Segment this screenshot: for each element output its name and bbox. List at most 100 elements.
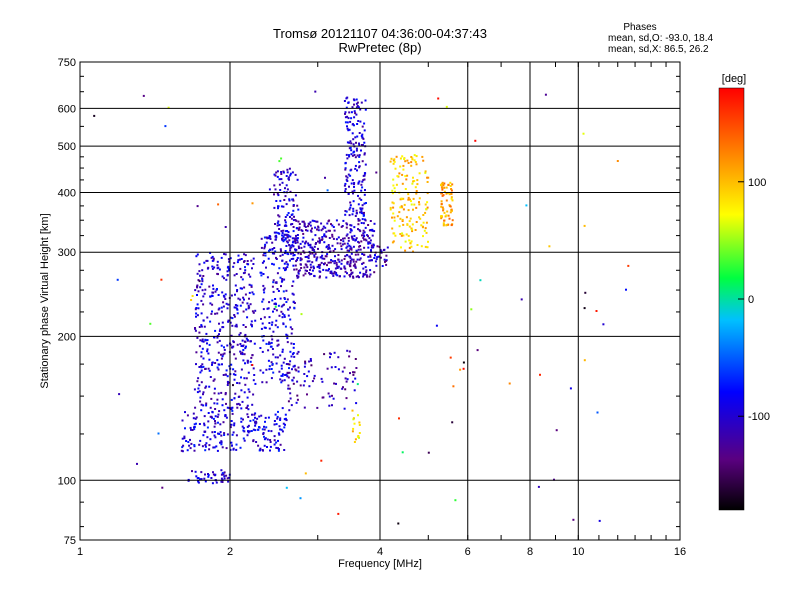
data-point bbox=[230, 363, 233, 366]
data-point bbox=[246, 406, 248, 409]
data-point bbox=[363, 253, 366, 256]
data-point bbox=[331, 224, 334, 227]
data-point bbox=[362, 237, 365, 239]
data-point bbox=[383, 258, 386, 261]
data-point bbox=[295, 369, 298, 372]
data-point bbox=[293, 364, 296, 367]
data-point bbox=[400, 234, 403, 237]
data-point bbox=[284, 325, 287, 328]
data-point bbox=[275, 258, 278, 260]
data-point bbox=[230, 334, 233, 337]
data-point bbox=[346, 378, 349, 381]
data-point bbox=[440, 205, 443, 208]
data-point bbox=[267, 307, 270, 310]
data-point bbox=[292, 346, 295, 349]
data-point bbox=[282, 236, 285, 239]
data-point bbox=[363, 218, 366, 221]
data-point bbox=[240, 368, 243, 371]
data-point bbox=[293, 254, 296, 256]
data-point bbox=[208, 285, 211, 288]
data-point bbox=[328, 229, 331, 232]
data-point bbox=[348, 355, 351, 358]
data-point bbox=[358, 132, 361, 134]
data-point bbox=[369, 220, 372, 222]
data-point bbox=[221, 363, 223, 366]
data-point bbox=[392, 178, 395, 181]
data-point bbox=[243, 253, 246, 256]
data-point bbox=[329, 353, 332, 356]
data-point bbox=[284, 252, 286, 255]
data-point bbox=[255, 420, 257, 423]
data-point bbox=[217, 266, 220, 269]
data-point bbox=[335, 271, 338, 274]
data-point bbox=[270, 368, 273, 370]
data-point bbox=[283, 315, 286, 318]
data-point bbox=[409, 198, 411, 201]
data-point bbox=[214, 290, 217, 293]
data-point bbox=[470, 308, 473, 311]
data-point bbox=[352, 138, 355, 141]
data-point bbox=[207, 474, 210, 477]
data-point bbox=[354, 253, 357, 256]
data-point bbox=[374, 260, 377, 263]
data-point bbox=[359, 120, 362, 123]
data-point bbox=[220, 469, 223, 472]
data-point bbox=[340, 267, 343, 270]
data-point bbox=[285, 289, 288, 292]
data-point bbox=[229, 257, 232, 260]
data-point bbox=[222, 353, 225, 356]
data-point bbox=[296, 274, 298, 277]
data-point bbox=[400, 197, 403, 200]
data-point bbox=[242, 349, 245, 351]
data-point bbox=[291, 379, 294, 382]
data-point bbox=[334, 248, 337, 251]
data-point bbox=[582, 132, 585, 135]
data-point bbox=[363, 129, 366, 132]
data-point bbox=[344, 255, 347, 258]
data-point bbox=[201, 338, 204, 341]
data-point bbox=[328, 246, 330, 249]
data-point bbox=[198, 331, 201, 334]
data-point bbox=[220, 441, 223, 444]
data-point bbox=[288, 409, 291, 412]
data-point bbox=[362, 174, 365, 177]
data-point bbox=[284, 423, 286, 426]
data-point bbox=[269, 342, 271, 345]
data-point bbox=[357, 120, 360, 122]
y-tick-label: 300 bbox=[58, 247, 76, 259]
data-point bbox=[283, 199, 286, 201]
data-point bbox=[346, 233, 349, 236]
data-point bbox=[282, 240, 285, 243]
data-point bbox=[344, 188, 347, 190]
data-point bbox=[242, 310, 245, 313]
data-point bbox=[369, 242, 372, 245]
data-point bbox=[346, 121, 349, 124]
data-point bbox=[313, 267, 315, 270]
data-point bbox=[246, 260, 249, 262]
data-point bbox=[326, 245, 328, 248]
data-point bbox=[298, 223, 301, 225]
data-point bbox=[229, 343, 232, 346]
data-point bbox=[240, 389, 243, 392]
data-point bbox=[363, 178, 366, 181]
data-point bbox=[284, 187, 286, 190]
data-point bbox=[287, 384, 290, 387]
data-point bbox=[336, 242, 339, 245]
data-point bbox=[217, 421, 219, 424]
data-point bbox=[243, 353, 246, 356]
data-point bbox=[248, 291, 251, 294]
data-point bbox=[362, 137, 365, 140]
data-point bbox=[316, 265, 319, 268]
data-point bbox=[281, 181, 284, 184]
data-point bbox=[359, 257, 362, 260]
data-point bbox=[295, 237, 297, 240]
data-point bbox=[196, 303, 199, 306]
data-point bbox=[292, 257, 295, 260]
data-point bbox=[276, 224, 279, 227]
data-point bbox=[355, 402, 358, 405]
data-point bbox=[225, 278, 228, 281]
data-point bbox=[313, 220, 316, 223]
data-point bbox=[407, 196, 410, 199]
data-point bbox=[357, 414, 359, 417]
data-point bbox=[242, 418, 244, 421]
